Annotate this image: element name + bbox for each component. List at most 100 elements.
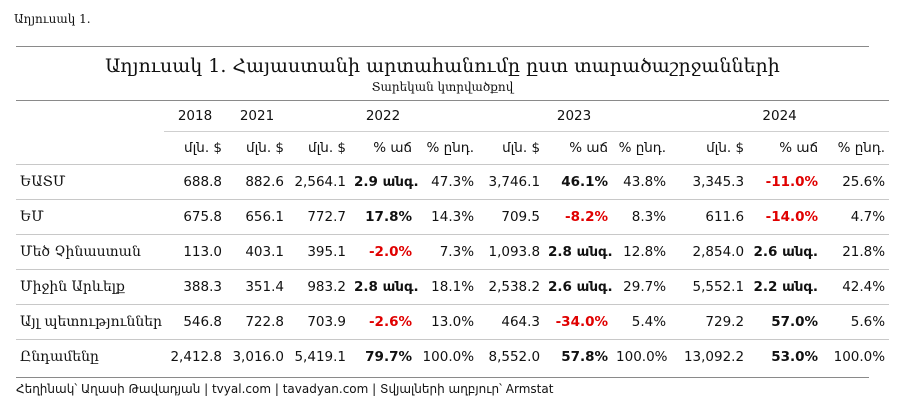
table-cell: 100.0%: [612, 339, 671, 374]
table-cell: 29.7%: [612, 269, 671, 305]
table-frame: Աղյուսակ 1. Հայաստանի արտահանումը ըստ տա…: [16, 46, 890, 396]
table-row: ԵՄ 675.8 656.1 772.7 17.8% 14.3% 709.5 -8.2% 8.3…: [16, 199, 890, 235]
table-cell: 688.8: [164, 164, 226, 200]
table-cell: 57.8%: [544, 339, 613, 374]
table-cell: 703.9: [288, 304, 350, 340]
table-cell: 43.8%: [612, 164, 671, 200]
table-cell: 2,564.1: [288, 164, 350, 200]
table-cell: 611.6: [670, 199, 749, 235]
table-cell: 42.4%: [822, 269, 890, 305]
table-cell: 2.6 անգ.: [748, 234, 823, 270]
table-cell: 21.8%: [822, 234, 890, 270]
table-caption: Աղյուսակ 1.: [14, 12, 91, 26]
unit-header: մլն. $: [706, 140, 745, 156]
row-label: Մեծ Չինաստան: [16, 234, 164, 270]
table-row: Ընդամենը 2,412.8 3,016.0 5,419.1 79.7% 100.0%…: [16, 339, 890, 374]
table-cell: 8.3%: [612, 199, 671, 235]
table-cell: 113.0: [164, 234, 226, 270]
table-row: Այլ պետություններ 546.8 722.8 703.9 -2.6% 13.…: [16, 304, 890, 340]
table-cell: 25.6%: [822, 164, 890, 200]
unit-header: մլն. $: [308, 140, 346, 156]
table-cell: 2.8 անգ.: [350, 269, 419, 305]
table-cell: 53.0%: [748, 339, 823, 374]
year-header: 2021: [226, 100, 288, 132]
table-cell: 79.7%: [350, 339, 416, 374]
table-cell: 3,746.1: [478, 164, 545, 200]
year-header: 2018: [164, 100, 226, 132]
table-cell: -14.0%: [748, 199, 823, 235]
table-cell: 3,345.3: [670, 164, 749, 200]
table-cell: 983.2: [288, 269, 350, 305]
unit-header: մլն. $: [184, 140, 222, 156]
table-cell: 5,552.1: [670, 269, 749, 305]
table-cell: 772.7: [288, 199, 350, 235]
table-cell: 722.8: [226, 304, 288, 340]
row-label: Միջին Արևելք: [16, 269, 164, 305]
unit-header: % աճ: [569, 140, 609, 156]
table-cell: 2,854.0: [670, 234, 749, 270]
table-cell: 351.4: [226, 269, 288, 305]
table-cell: 2,412.8: [164, 339, 226, 374]
table-cell: 18.1%: [416, 269, 479, 305]
table-cell: 13.0%: [416, 304, 479, 340]
year-header: 2023: [478, 100, 671, 132]
table-cell: 5,419.1: [288, 339, 350, 374]
row-label: ԵԱՏՄ: [16, 164, 164, 200]
table-cell: 882.6: [226, 164, 288, 200]
table-cell: 8,552.0: [478, 339, 545, 374]
year-header-row: 2018 2021 2022 2023 2024: [16, 100, 890, 132]
table-subtitle: Տարեկան կտրվածքով: [371, 80, 514, 94]
table-cell: 729.2: [670, 304, 749, 340]
table-cell: 464.3: [478, 304, 545, 340]
table-cell: 13,092.2: [670, 339, 749, 374]
table-cell: 2.2 անգ.: [748, 269, 823, 305]
unit-header-row: մլն. $ մլն. $ մլն. $ % աճ % ընդ. մլն. $ % աճ % …: [16, 132, 889, 165]
row-label: Ընդամենը: [16, 339, 164, 374]
year-header: 2022: [288, 100, 479, 132]
year-header: 2024: [670, 100, 890, 132]
table-cell: 46.1%: [544, 164, 613, 200]
table-row: Միջին Արևելք 388.3 351.4 983.2 2.8 անգ. 18.1%…: [16, 269, 890, 305]
unit-header: մլն. $: [502, 140, 541, 156]
table-cell: 17.8%: [350, 199, 416, 235]
table-row: ԵԱՏՄ 688.8 882.6 2,564.1 2.9 անգ. 47.3% 3,746.…: [16, 164, 890, 200]
table-cell: 12.8%: [612, 234, 671, 270]
table-cell: -11.0%: [748, 164, 823, 200]
row-label: ԵՄ: [16, 199, 164, 235]
table-body: ԵԱՏՄ 688.8 882.6 2,564.1 2.9 անգ. 47.3% 3,746.…: [16, 164, 890, 374]
table-cell: 4.7%: [822, 199, 890, 235]
table-cell: 14.3%: [416, 199, 479, 235]
table-cell: 57.0%: [748, 304, 823, 340]
table-cell: 1,093.8: [478, 234, 545, 270]
unit-header: % աճ: [779, 140, 819, 156]
table-cell: 403.1: [226, 234, 288, 270]
export-table: 2018 2021 2022 2023 2024 մլն. $ մլն. $ մլն…: [16, 100, 890, 374]
header-blank: [16, 132, 164, 165]
top-rule: [16, 46, 869, 47]
unit-header: մլն. $: [246, 140, 284, 156]
table-cell: 2.8 անգ.: [544, 234, 613, 270]
unit-header: % ընդ.: [837, 140, 886, 156]
table-cell: 3,016.0: [226, 339, 288, 374]
table-cell: 100.0%: [822, 339, 890, 374]
table-cell: 5.6%: [822, 304, 890, 340]
table-cell: -8.2%: [544, 199, 613, 235]
table-cell: 2.6 անգ.: [544, 269, 613, 305]
unit-header: % աճ: [373, 140, 412, 156]
table-title: Աղյուսակ 1. Հայաստանի արտահանումը ըստ տա…: [105, 55, 780, 77]
table-cell: 100.0%: [416, 339, 479, 374]
table-cell: 7.3%: [416, 234, 479, 270]
table-cell: 2.9 անգ.: [350, 164, 419, 200]
table-cell: 388.3: [164, 269, 226, 305]
table-cell: 546.8: [164, 304, 226, 340]
unit-header: % ընդ.: [618, 140, 667, 156]
table-cell: 2,538.2: [478, 269, 545, 305]
table-cell: 395.1: [288, 234, 350, 270]
row-label: Այլ պետություններ: [16, 304, 164, 340]
table-row: Մեծ Չինաստան 113.0 403.1 395.1 -2.0% 7.3% 1,09…: [16, 234, 890, 270]
table-cell: 47.3%: [416, 164, 479, 200]
source-note: Հեղինակ՝ Աղասի Թավադյան | tvyal.com | ta…: [16, 377, 869, 396]
table-cell: 709.5: [478, 199, 545, 235]
unit-header: % ընդ.: [426, 140, 475, 156]
table-cell: -2.6%: [350, 304, 416, 340]
